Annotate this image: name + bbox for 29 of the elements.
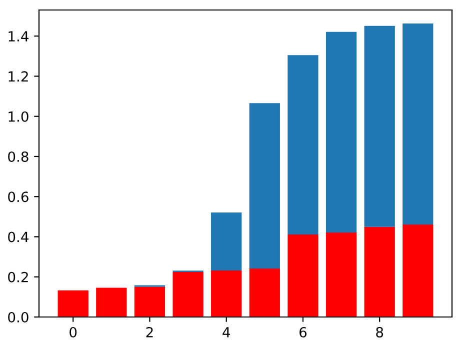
bar bbox=[402, 224, 434, 317]
bar bbox=[288, 55, 318, 235]
x-tick-label: 0 bbox=[70, 326, 77, 338]
bar bbox=[249, 103, 280, 268]
bar bbox=[172, 272, 204, 317]
bar bbox=[288, 234, 318, 317]
y-tick-label: 0.0 bbox=[8, 312, 28, 322]
bar bbox=[364, 26, 395, 227]
x-tick-label: 6 bbox=[300, 326, 307, 338]
bar bbox=[58, 290, 88, 317]
bar bbox=[326, 232, 357, 317]
y-tick-label: 1.4 bbox=[8, 31, 28, 42]
y-tick-label: 1.2 bbox=[8, 71, 28, 82]
bar bbox=[211, 270, 242, 317]
bar bbox=[402, 23, 434, 224]
y-tick-label: 0.6 bbox=[8, 192, 28, 202]
bar bbox=[364, 226, 395, 317]
bar bbox=[96, 288, 127, 317]
bar bbox=[211, 212, 242, 270]
y-tick-label: 1.0 bbox=[8, 111, 28, 122]
bar bbox=[249, 268, 280, 317]
y-tick-label: 0.2 bbox=[8, 272, 28, 282]
x-tick-label: 4 bbox=[222, 327, 230, 338]
y-tick-label: 0.4 bbox=[8, 232, 28, 242]
y-tick-label: 0.8 bbox=[8, 151, 28, 162]
bar bbox=[134, 286, 166, 317]
bar bbox=[326, 32, 357, 233]
x-tick-label: 2 bbox=[146, 326, 153, 338]
x-tick-label: 8 bbox=[376, 326, 384, 338]
